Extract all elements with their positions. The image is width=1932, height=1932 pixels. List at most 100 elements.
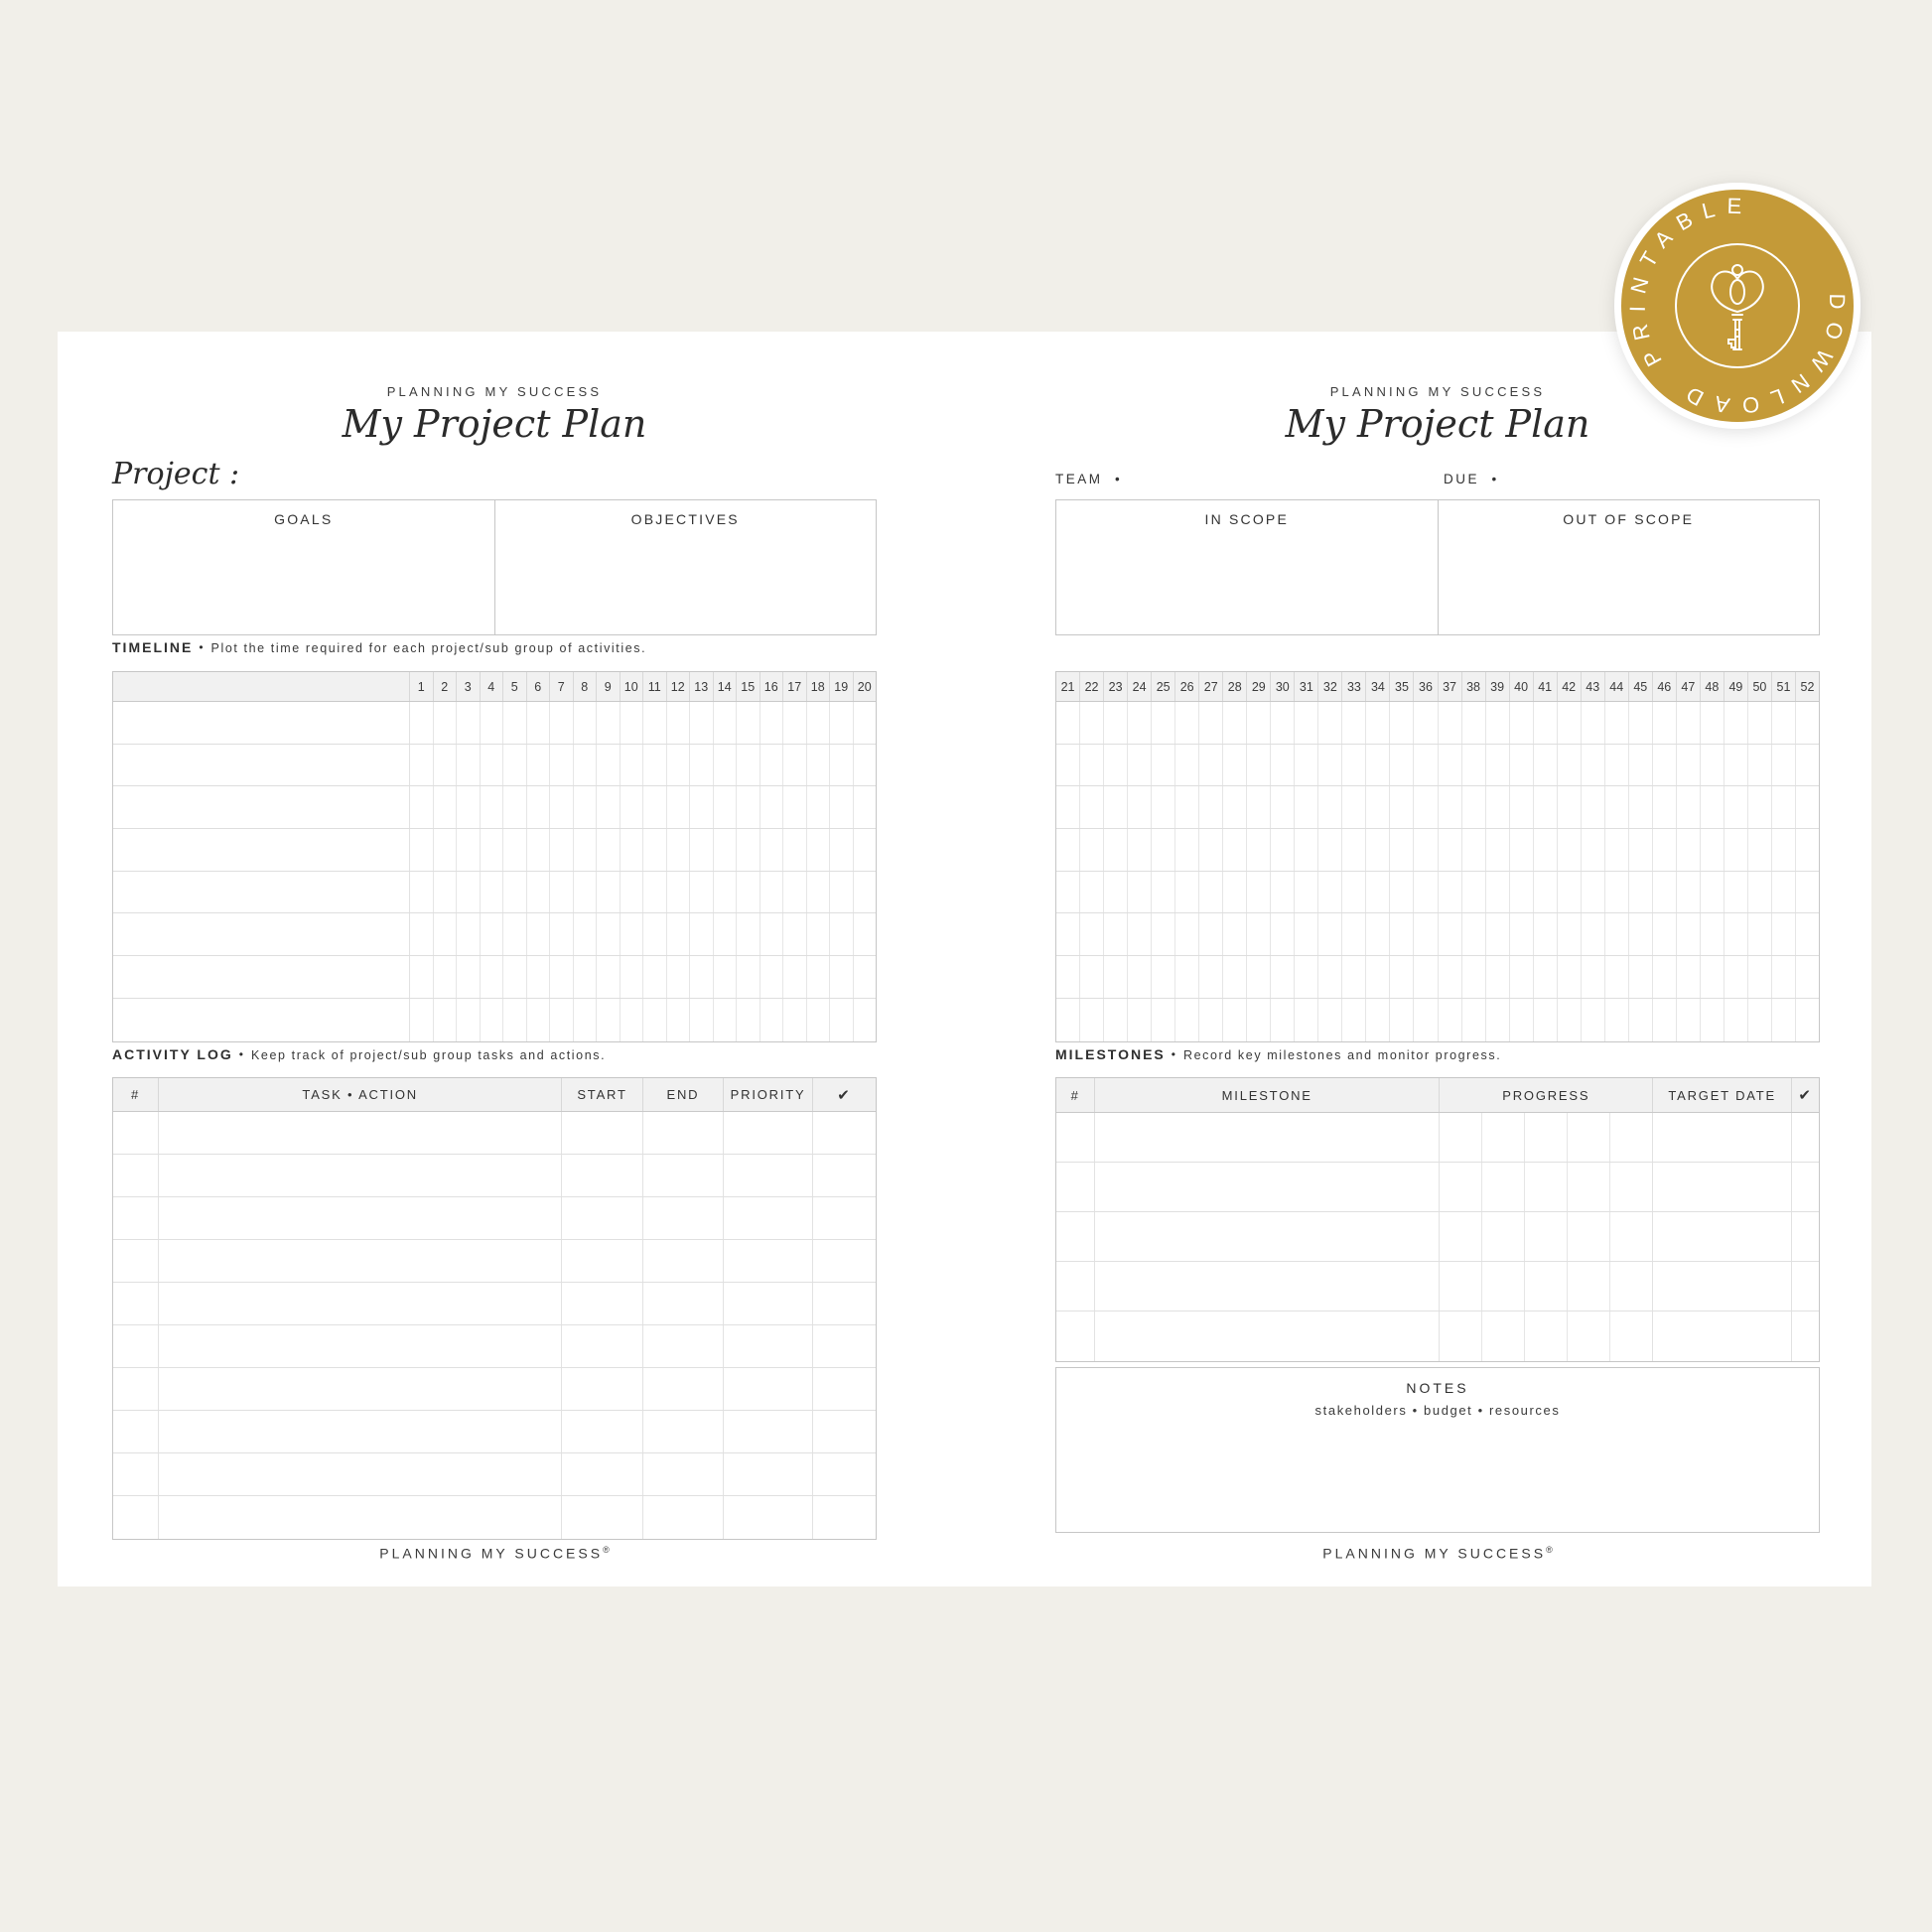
row-number-cell[interactable]	[113, 1496, 160, 1539]
timeline-cell[interactable]	[1725, 744, 1748, 786]
timeline-row[interactable]	[1056, 871, 1819, 914]
timeline-cell[interactable]	[1510, 744, 1534, 786]
timeline-cell[interactable]	[1486, 871, 1510, 913]
timeline-cell[interactable]	[1582, 913, 1605, 956]
timeline-cell[interactable]	[1318, 956, 1343, 998]
priority-cell[interactable]	[724, 1368, 813, 1410]
timeline-cell[interactable]	[457, 956, 481, 998]
timeline-cell[interactable]	[1653, 829, 1677, 871]
timeline-cell[interactable]	[1439, 829, 1462, 871]
timeline-cell[interactable]	[783, 956, 807, 998]
timeline-cell[interactable]	[714, 956, 737, 998]
check-cell[interactable]	[813, 1368, 876, 1410]
timeline-cell[interactable]	[1701, 956, 1725, 998]
timeline-cell[interactable]	[1390, 998, 1415, 1041]
milestone-cell[interactable]	[1095, 1212, 1441, 1261]
timeline-cell[interactable]	[1534, 913, 1558, 956]
timeline-cell[interactable]	[1366, 702, 1391, 744]
timeline-cell[interactable]	[667, 871, 690, 913]
progress-tick-cell[interactable]	[1440, 1262, 1483, 1311]
timeline-cell[interactable]	[1366, 829, 1391, 871]
timeline-cell[interactable]	[1510, 871, 1534, 913]
progress-tick-cell[interactable]	[1482, 1163, 1526, 1211]
timeline-cell[interactable]	[1414, 956, 1439, 998]
timeline-cell[interactable]	[737, 956, 760, 998]
timeline-cell[interactable]	[1772, 913, 1796, 956]
timeline-cell[interactable]	[667, 786, 690, 829]
timeline-cell[interactable]	[1414, 786, 1439, 829]
timeline-cell[interactable]	[621, 956, 643, 998]
activity-log-row[interactable]	[113, 1240, 876, 1283]
timeline-cell[interactable]	[854, 872, 877, 913]
timeline-cell[interactable]	[410, 913, 434, 956]
timeline-cell[interactable]	[1080, 786, 1105, 829]
timeline-grid-weeks-1-20[interactable]: 1 2 3 4 5 6 7 8 9 10 11 12 13 14 15 16 17 18 19 20	[112, 671, 877, 1042]
timeline-cell[interactable]	[1223, 913, 1248, 956]
timeline-cell[interactable]	[621, 913, 643, 956]
row-number-cell[interactable]	[113, 1325, 160, 1367]
timeline-cell[interactable]	[1677, 913, 1701, 956]
timeline-cell[interactable]	[1295, 829, 1319, 871]
timeline-cell[interactable]	[1247, 744, 1272, 786]
end-cell[interactable]	[643, 1283, 725, 1324]
end-cell[interactable]	[643, 1155, 725, 1196]
progress-tick-cell[interactable]	[1440, 1212, 1483, 1261]
timeline-cell[interactable]	[1772, 744, 1796, 786]
timeline-cell[interactable]	[1128, 702, 1153, 744]
timeline-cell[interactable]	[854, 829, 877, 871]
timeline-cell[interactable]	[667, 744, 690, 786]
timeline-cell[interactable]	[527, 829, 550, 871]
row-number-cell[interactable]	[1056, 1262, 1096, 1311]
timeline-cell[interactable]	[760, 786, 783, 829]
timeline-cell[interactable]	[574, 956, 597, 998]
timeline-cell[interactable]	[457, 871, 481, 913]
priority-cell[interactable]	[724, 1411, 813, 1452]
timeline-cell[interactable]	[714, 829, 737, 871]
timeline-cell[interactable]	[760, 913, 783, 956]
timeline-cell[interactable]	[1152, 744, 1176, 786]
activity-log-row[interactable]	[113, 1496, 876, 1539]
check-cell[interactable]	[1792, 1311, 1819, 1361]
timeline-cell[interactable]	[1534, 744, 1558, 786]
timeline-cell[interactable]	[1748, 998, 1772, 1041]
timeline-cell[interactable]	[1725, 786, 1748, 829]
timeline-cell[interactable]	[1223, 956, 1248, 998]
progress-tick-cell[interactable]	[1525, 1311, 1569, 1361]
timeline-cell[interactable]	[1605, 786, 1629, 829]
timeline-cell[interactable]	[1366, 871, 1391, 913]
timeline-cell[interactable]	[481, 744, 503, 786]
timeline-cell[interactable]	[1366, 913, 1391, 956]
task-action-cell[interactable]	[159, 1155, 563, 1196]
timeline-cell[interactable]	[503, 998, 527, 1041]
timeline-cell[interactable]	[1701, 913, 1725, 956]
timeline-cell[interactable]	[434, 956, 457, 998]
check-cell[interactable]	[1792, 1163, 1819, 1211]
timeline-row[interactable]	[113, 744, 876, 787]
timeline-cell[interactable]	[1725, 956, 1748, 998]
timeline-cell[interactable]	[1175, 998, 1200, 1041]
timeline-cell[interactable]	[667, 829, 690, 871]
timeline-cell[interactable]	[690, 871, 714, 913]
timeline-cell[interactable]	[1342, 744, 1367, 786]
timeline-cell[interactable]	[690, 829, 714, 871]
timeline-cell[interactable]	[1510, 786, 1534, 829]
target-date-cell[interactable]	[1653, 1262, 1793, 1311]
check-cell[interactable]	[813, 1112, 876, 1154]
task-action-cell[interactable]	[159, 1411, 563, 1452]
activity-log-row[interactable]	[113, 1411, 876, 1453]
milestone-cell[interactable]	[1095, 1311, 1441, 1361]
timeline-cell[interactable]	[690, 998, 714, 1041]
task-action-cell[interactable]	[159, 1197, 563, 1239]
progress-tick-cell[interactable]	[1610, 1311, 1652, 1361]
timeline-cell[interactable]	[597, 702, 621, 744]
timeline-row[interactable]	[113, 956, 876, 999]
timeline-cell[interactable]	[1056, 786, 1081, 829]
timeline-cell[interactable]	[1390, 913, 1415, 956]
timeline-cell[interactable]	[597, 786, 621, 829]
milestone-row[interactable]	[1056, 1163, 1819, 1212]
timeline-cell[interactable]	[1796, 745, 1819, 786]
check-cell[interactable]	[1792, 1262, 1819, 1311]
target-date-cell[interactable]	[1653, 1311, 1793, 1361]
timeline-cell[interactable]	[1677, 702, 1701, 744]
timeline-row[interactable]	[113, 829, 876, 872]
